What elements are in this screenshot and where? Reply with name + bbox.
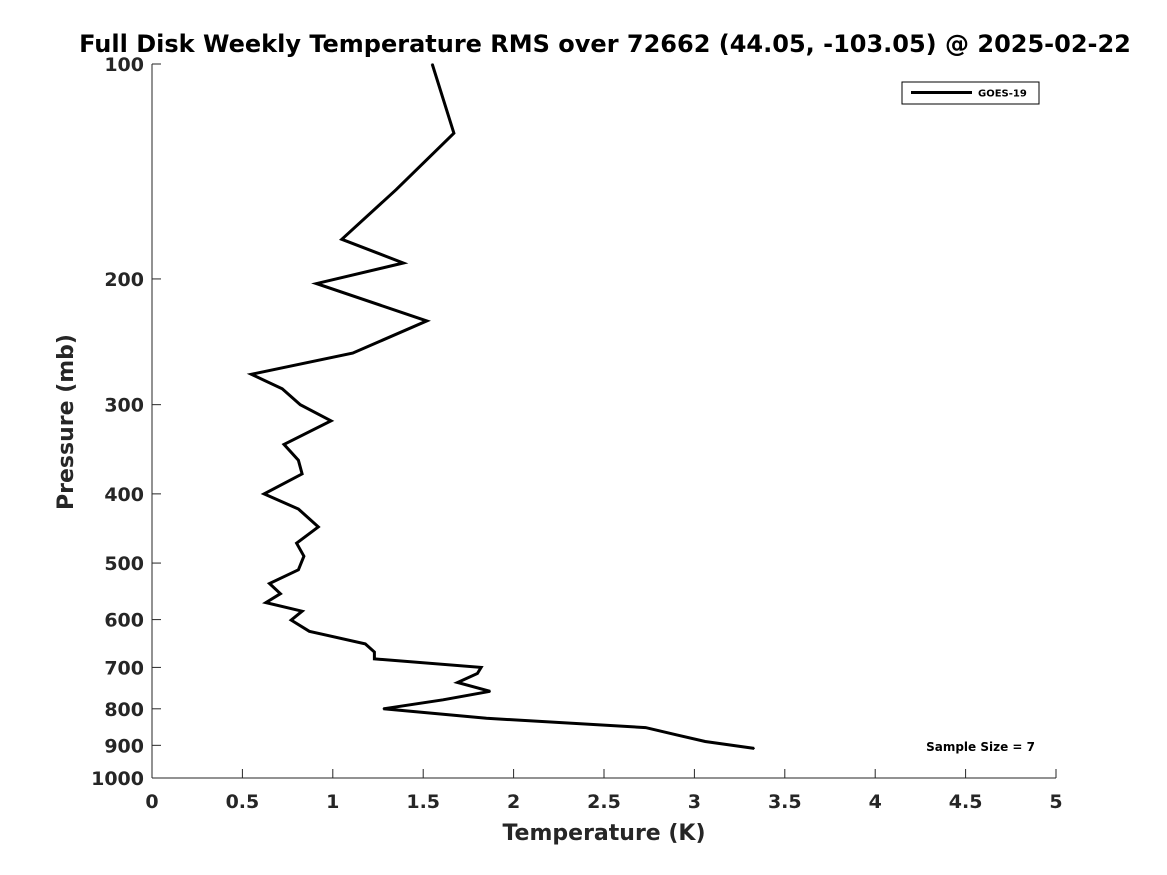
data-point: [373, 658, 376, 660]
data-point: [297, 508, 300, 510]
data-point: [330, 420, 332, 422]
data-point: [301, 610, 303, 612]
data-point: [644, 726, 647, 729]
y-tick-label: 600: [104, 610, 144, 632]
y-tick-label: 300: [104, 395, 144, 417]
legend: GOES-19: [901, 81, 1040, 105]
y-tick-label: 800: [104, 699, 144, 721]
y-ticks: 100 200 300 400 500 600 700 800 900 1000: [91, 54, 161, 790]
data-point: [453, 132, 455, 134]
plot-area: 0 0.5 1 1.5 2 2.5 3 3.5 4 4.5 5 100 200 300 400 500 600…: [91, 54, 1063, 813]
data-point: [675, 734, 678, 736]
x-tick-label: 3.5: [768, 791, 802, 813]
sample-size-annotation: Sample Size = 7: [926, 740, 1035, 754]
x-tick-label: 1: [326, 791, 339, 813]
x-tick-label: 2.5: [587, 791, 621, 813]
data-point: [290, 619, 293, 621]
data-point: [263, 493, 265, 495]
y-axis-label: Pressure (mb): [54, 334, 79, 510]
y-tick-label: 900: [104, 735, 144, 757]
y-tick-label: 700: [104, 657, 144, 679]
x-tick-label: 2: [507, 791, 520, 813]
x-tick-label: 4.5: [949, 791, 983, 813]
series-line-goes-19: [246, 63, 755, 750]
y-tick-label: 1000: [91, 768, 144, 790]
x-tick-label: 0: [145, 791, 158, 813]
data-point: [485, 717, 488, 720]
data-point: [341, 238, 343, 241]
data-point: [295, 542, 298, 544]
data-point: [308, 630, 311, 633]
data-point: [476, 672, 479, 675]
data-point: [456, 681, 459, 684]
x-tick-label: 1.5: [406, 791, 440, 813]
data-point: [426, 320, 428, 322]
data-point: [301, 473, 303, 475]
x-ticks: 0 0.5 1 1.5 2 2.5 3 3.5 4 4.5 5: [145, 769, 1063, 813]
data-point: [431, 63, 434, 65]
data-point: [480, 666, 482, 669]
x-tick-label: 3: [688, 791, 701, 813]
data-point: [281, 388, 284, 390]
data-point: [265, 601, 267, 604]
y-tick-label: 100: [104, 54, 144, 76]
x-tick-label: 4: [869, 791, 882, 813]
series-points: [250, 63, 755, 750]
data-point: [279, 592, 282, 595]
data-point: [442, 699, 444, 701]
data-point: [704, 740, 706, 743]
data-point: [297, 459, 300, 462]
data-point: [382, 708, 385, 710]
x-axis-label: Temperature (K): [502, 821, 705, 846]
legend-label-goes-19: GOES-19: [978, 89, 1027, 100]
data-point: [297, 569, 300, 571]
data-point: [402, 262, 405, 264]
data-point: [283, 443, 285, 446]
chart-title: Full Disk Weekly Temperature RMS over 72…: [79, 30, 1131, 58]
data-point: [373, 651, 376, 653]
x-tick-label: 5: [1049, 791, 1062, 813]
data-point: [317, 526, 320, 528]
y-tick-label: 500: [104, 553, 144, 575]
data-point: [303, 555, 305, 557]
y-tick-label: 200: [104, 269, 144, 291]
data-point: [489, 690, 491, 693]
data-point: [299, 403, 302, 406]
data-point: [395, 188, 397, 191]
data-point: [364, 643, 367, 645]
data-point: [315, 282, 318, 285]
data-point: [250, 373, 253, 376]
y-tick-label: 400: [104, 484, 144, 506]
x-tick-label: 0.5: [226, 791, 260, 813]
data-point: [268, 582, 271, 585]
data-point: [753, 747, 755, 750]
data-point: [351, 352, 354, 354]
